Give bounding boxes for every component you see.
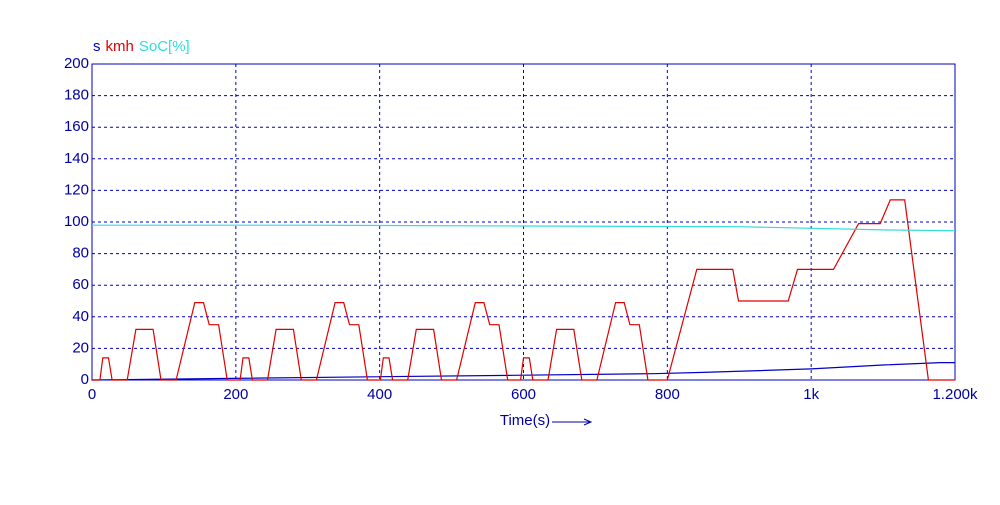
series-line	[92, 199, 955, 381]
legend-entry: kmh	[106, 38, 134, 55]
x-tick-label: 1.200k	[932, 386, 978, 403]
y-tick-label: 80	[72, 245, 89, 262]
series-line	[92, 224, 956, 232]
y-tick-label: 100	[64, 213, 89, 230]
x-tick-label: 400	[367, 386, 392, 403]
y-tick-label: 40	[72, 308, 89, 325]
x-axis-label: Time(s)	[500, 412, 550, 429]
y-tick-label: 200	[64, 55, 89, 72]
y-tick-label: 60	[72, 276, 89, 293]
legend-entry: s	[93, 38, 101, 55]
x-tick-label: 1k	[803, 386, 819, 403]
plot-frame	[91, 63, 956, 381]
y-tick-label: 140	[64, 150, 89, 167]
x-tick-label: 600	[511, 386, 536, 403]
y-tick-label: 20	[72, 339, 89, 356]
series-line	[91, 362, 955, 381]
y-tick-label: 180	[64, 87, 89, 104]
y-tick-label: 0	[81, 371, 89, 388]
y-tick-label: 160	[64, 118, 89, 135]
x-tick-label: 800	[655, 386, 680, 403]
legend-entry: SoC[%]	[139, 38, 190, 55]
x-tick-label: 0	[88, 386, 96, 403]
x-tick-label: 200	[223, 386, 248, 403]
y-tick-label: 120	[64, 181, 89, 198]
x-axis-arrow	[552, 418, 593, 426]
